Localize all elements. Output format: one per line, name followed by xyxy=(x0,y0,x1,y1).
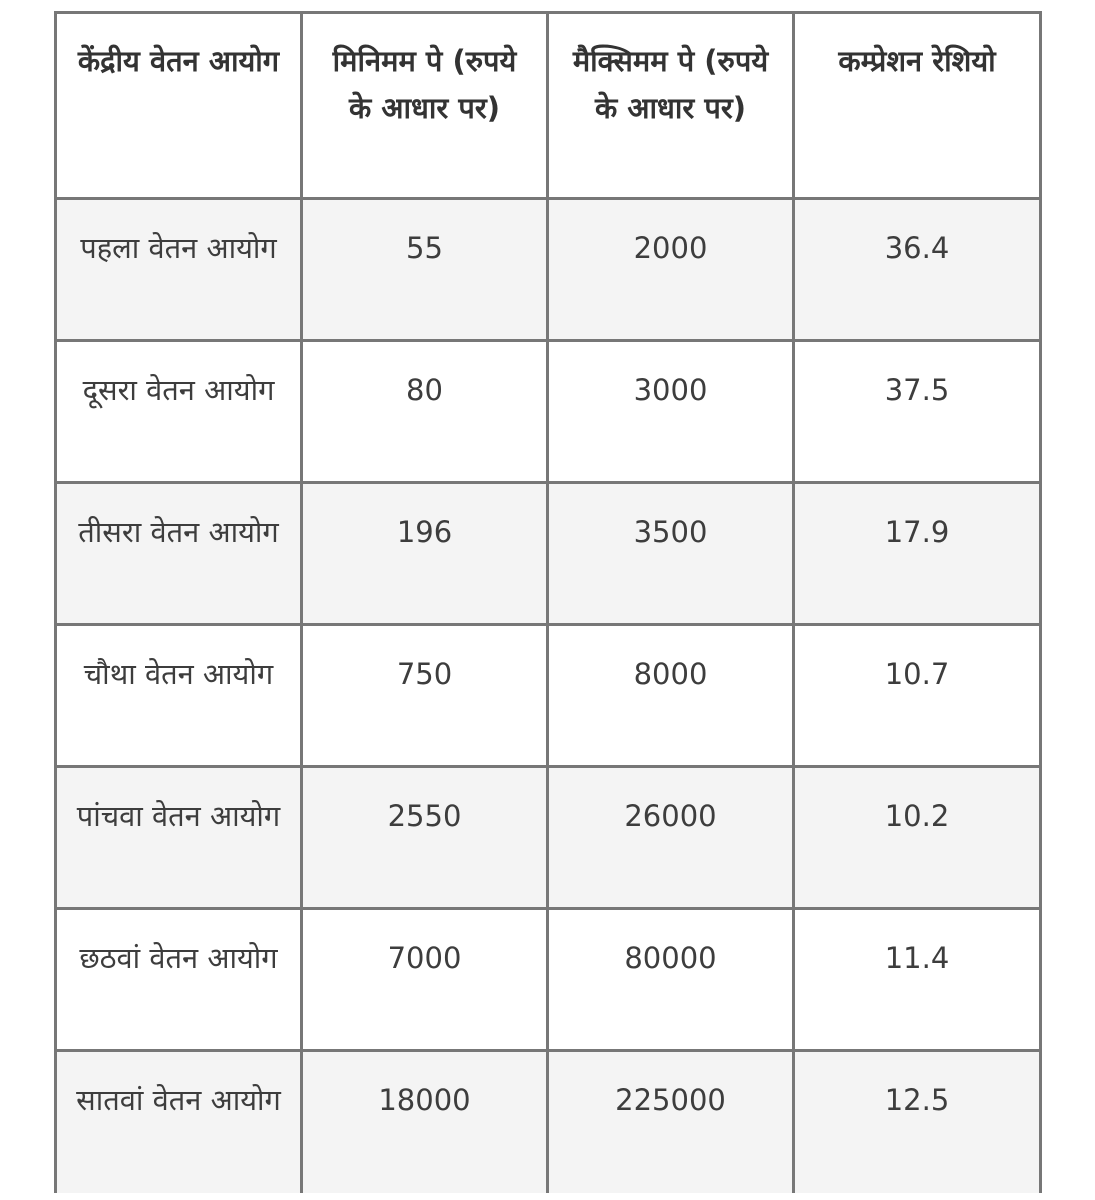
cell-commission: तीसरा वेतन आयोग xyxy=(54,481,303,626)
pay-commission-table-container: केंद्रीय वेतन आयोग मिनिमम पे (रुपये के आ… xyxy=(54,11,1042,1193)
cell-commission: पहला वेतन आयोग xyxy=(54,197,303,342)
cell-minimum-pay: 55 xyxy=(300,197,549,342)
cell-text: सातवां वेतन आयोग xyxy=(76,1083,281,1117)
cell-text: 12.5 xyxy=(884,1083,950,1117)
cell-compression-ratio: 10.2 xyxy=(792,765,1042,910)
header-maximum-pay-label: मैक्सिमम पे (रुपये के आधार पर) xyxy=(572,44,769,125)
cell-compression-ratio: 10.7 xyxy=(792,623,1042,768)
table-row: तीसरा वेतन आयोग 196 3500 17.9 xyxy=(54,481,1042,626)
cell-maximum-pay: 26000 xyxy=(546,765,795,910)
cell-text: 10.2 xyxy=(884,799,950,833)
cell-text: 225000 xyxy=(615,1083,726,1117)
cell-text: 2550 xyxy=(387,799,462,833)
cell-commission: चौथा वेतन आयोग xyxy=(54,623,303,768)
pay-commission-table: केंद्रीय वेतन आयोग मिनिमम पे (रुपये के आ… xyxy=(54,11,1042,1193)
cell-text: 80 xyxy=(406,373,443,407)
header-commission: केंद्रीय वेतन आयोग xyxy=(54,11,303,200)
cell-minimum-pay: 18000 xyxy=(300,1049,549,1193)
cell-maximum-pay: 8000 xyxy=(546,623,795,768)
table-row: दूसरा वेतन आयोग 80 3000 37.5 xyxy=(54,339,1042,484)
table-row: छठवां वेतन आयोग 7000 80000 11.4 xyxy=(54,907,1042,1052)
cell-text: 37.5 xyxy=(884,373,950,407)
cell-text: 80000 xyxy=(624,941,717,975)
cell-text: 750 xyxy=(396,657,453,691)
cell-text: छठवां वेतन आयोग xyxy=(79,941,278,975)
cell-text: 2000 xyxy=(633,231,708,265)
cell-text: दूसरा वेतन आयोग xyxy=(82,373,275,407)
cell-text: 10.7 xyxy=(884,657,950,691)
header-minimum-pay: मिनिमम पे (रुपये के आधार पर) xyxy=(300,11,549,200)
cell-text: पहला वेतन आयोग xyxy=(80,231,277,265)
cell-minimum-pay: 750 xyxy=(300,623,549,768)
cell-text: 18000 xyxy=(378,1083,471,1117)
table-row: पहला वेतन आयोग 55 2000 36.4 xyxy=(54,197,1042,342)
cell-text: 17.9 xyxy=(884,515,950,549)
cell-commission: दूसरा वेतन आयोग xyxy=(54,339,303,484)
table-header-row: केंद्रीय वेतन आयोग मिनिमम पे (रुपये के आ… xyxy=(54,11,1042,200)
cell-text: 26000 xyxy=(624,799,717,833)
cell-maximum-pay: 2000 xyxy=(546,197,795,342)
header-compression-ratio-label: कम्प्रेशन रेशियो xyxy=(838,44,996,78)
table-row: चौथा वेतन आयोग 750 8000 10.7 xyxy=(54,623,1042,768)
cell-text: चौथा वेतन आयोग xyxy=(83,657,274,691)
cell-maximum-pay: 3500 xyxy=(546,481,795,626)
cell-compression-ratio: 37.5 xyxy=(792,339,1042,484)
cell-commission: छठवां वेतन आयोग xyxy=(54,907,303,1052)
cell-maximum-pay: 80000 xyxy=(546,907,795,1052)
cell-minimum-pay: 80 xyxy=(300,339,549,484)
table-row: सातवां वेतन आयोग 18000 225000 12.5 xyxy=(54,1049,1042,1193)
cell-text: 3000 xyxy=(633,373,708,407)
cell-commission: पांचवा वेतन आयोग xyxy=(54,765,303,910)
cell-text: 55 xyxy=(406,231,443,265)
cell-text: पांचवा वेतन आयोग xyxy=(76,799,281,833)
cell-maximum-pay: 3000 xyxy=(546,339,795,484)
cell-text: 11.4 xyxy=(884,941,950,975)
cell-text: 8000 xyxy=(633,657,708,691)
cell-text: 7000 xyxy=(387,941,462,975)
cell-text: 196 xyxy=(396,515,453,549)
header-compression-ratio: कम्प्रेशन रेशियो xyxy=(792,11,1042,200)
table-row: पांचवा वेतन आयोग 2550 26000 10.2 xyxy=(54,765,1042,910)
cell-compression-ratio: 11.4 xyxy=(792,907,1042,1052)
cell-text: तीसरा वेतन आयोग xyxy=(78,515,279,549)
cell-minimum-pay: 7000 xyxy=(300,907,549,1052)
cell-commission: सातवां वेतन आयोग xyxy=(54,1049,303,1193)
cell-compression-ratio: 36.4 xyxy=(792,197,1042,342)
cell-minimum-pay: 196 xyxy=(300,481,549,626)
header-commission-label: केंद्रीय वेतन आयोग xyxy=(77,44,280,78)
cell-compression-ratio: 17.9 xyxy=(792,481,1042,626)
cell-text: 3500 xyxy=(633,515,708,549)
cell-maximum-pay: 225000 xyxy=(546,1049,795,1193)
cell-compression-ratio: 12.5 xyxy=(792,1049,1042,1193)
cell-minimum-pay: 2550 xyxy=(300,765,549,910)
header-minimum-pay-label: मिनिमम पे (रुपये के आधार पर) xyxy=(332,44,517,125)
cell-text: 36.4 xyxy=(884,231,950,265)
header-maximum-pay: मैक्सिमम पे (रुपये के आधार पर) xyxy=(546,11,795,200)
